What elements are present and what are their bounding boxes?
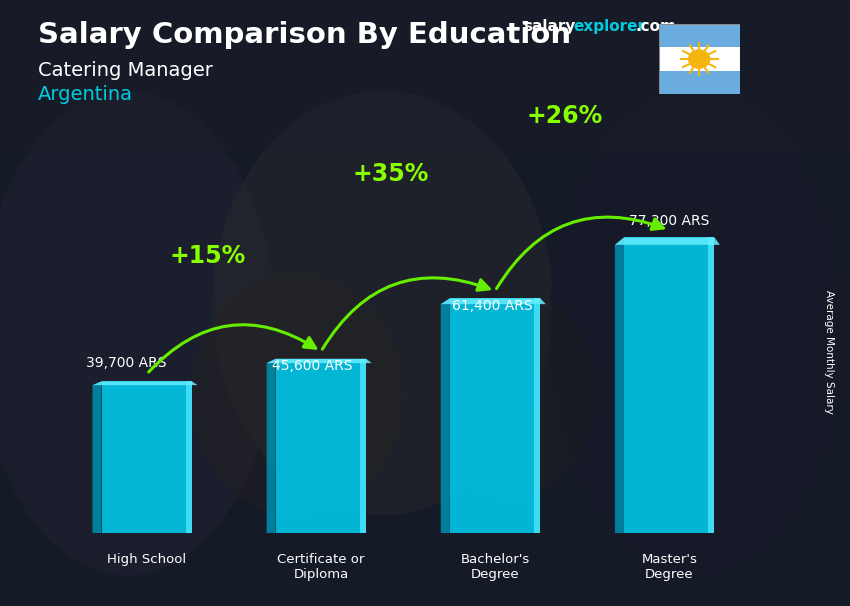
Text: 39,700 ARS: 39,700 ARS: [86, 356, 167, 370]
Bar: [185, 381, 192, 533]
Polygon shape: [93, 381, 101, 533]
Polygon shape: [615, 238, 720, 245]
Text: Salary Comparison By Education: Salary Comparison By Education: [38, 21, 571, 49]
Bar: [659, 24, 740, 47]
Ellipse shape: [425, 288, 595, 500]
Text: Catering Manager: Catering Manager: [38, 61, 213, 79]
Text: 61,400 ARS: 61,400 ARS: [451, 299, 532, 313]
Polygon shape: [267, 359, 371, 363]
Bar: [659, 47, 740, 71]
Ellipse shape: [212, 91, 552, 515]
Bar: [534, 298, 541, 533]
Bar: [624, 238, 715, 533]
Text: +35%: +35%: [353, 162, 428, 185]
Ellipse shape: [548, 91, 846, 576]
Text: 45,600 ARS: 45,600 ARS: [272, 359, 353, 373]
Bar: [275, 359, 366, 533]
Bar: [450, 298, 541, 533]
Ellipse shape: [0, 91, 276, 576]
Polygon shape: [441, 298, 450, 533]
Text: High School: High School: [107, 553, 186, 566]
Bar: [360, 359, 366, 533]
Text: 77,300 ARS: 77,300 ARS: [629, 215, 710, 228]
Text: +15%: +15%: [170, 244, 246, 268]
Bar: [0, 0, 850, 152]
Bar: [708, 238, 715, 533]
Text: Certificate or
Diploma: Certificate or Diploma: [277, 553, 365, 581]
Text: explorer: explorer: [574, 19, 646, 35]
Bar: [659, 71, 740, 94]
Bar: [101, 381, 192, 533]
Text: salary: salary: [523, 19, 575, 35]
Text: .com: .com: [636, 19, 677, 35]
Polygon shape: [267, 359, 275, 533]
Ellipse shape: [191, 273, 404, 515]
Text: Bachelor's
Degree: Bachelor's Degree: [461, 553, 530, 581]
Text: Master's
Degree: Master's Degree: [641, 553, 697, 581]
Text: Average Monthly Salary: Average Monthly Salary: [824, 290, 834, 413]
Polygon shape: [615, 238, 624, 533]
Text: Argentina: Argentina: [38, 85, 133, 104]
Polygon shape: [441, 298, 546, 304]
Circle shape: [688, 50, 710, 68]
Text: +26%: +26%: [527, 104, 603, 128]
Polygon shape: [93, 381, 197, 385]
